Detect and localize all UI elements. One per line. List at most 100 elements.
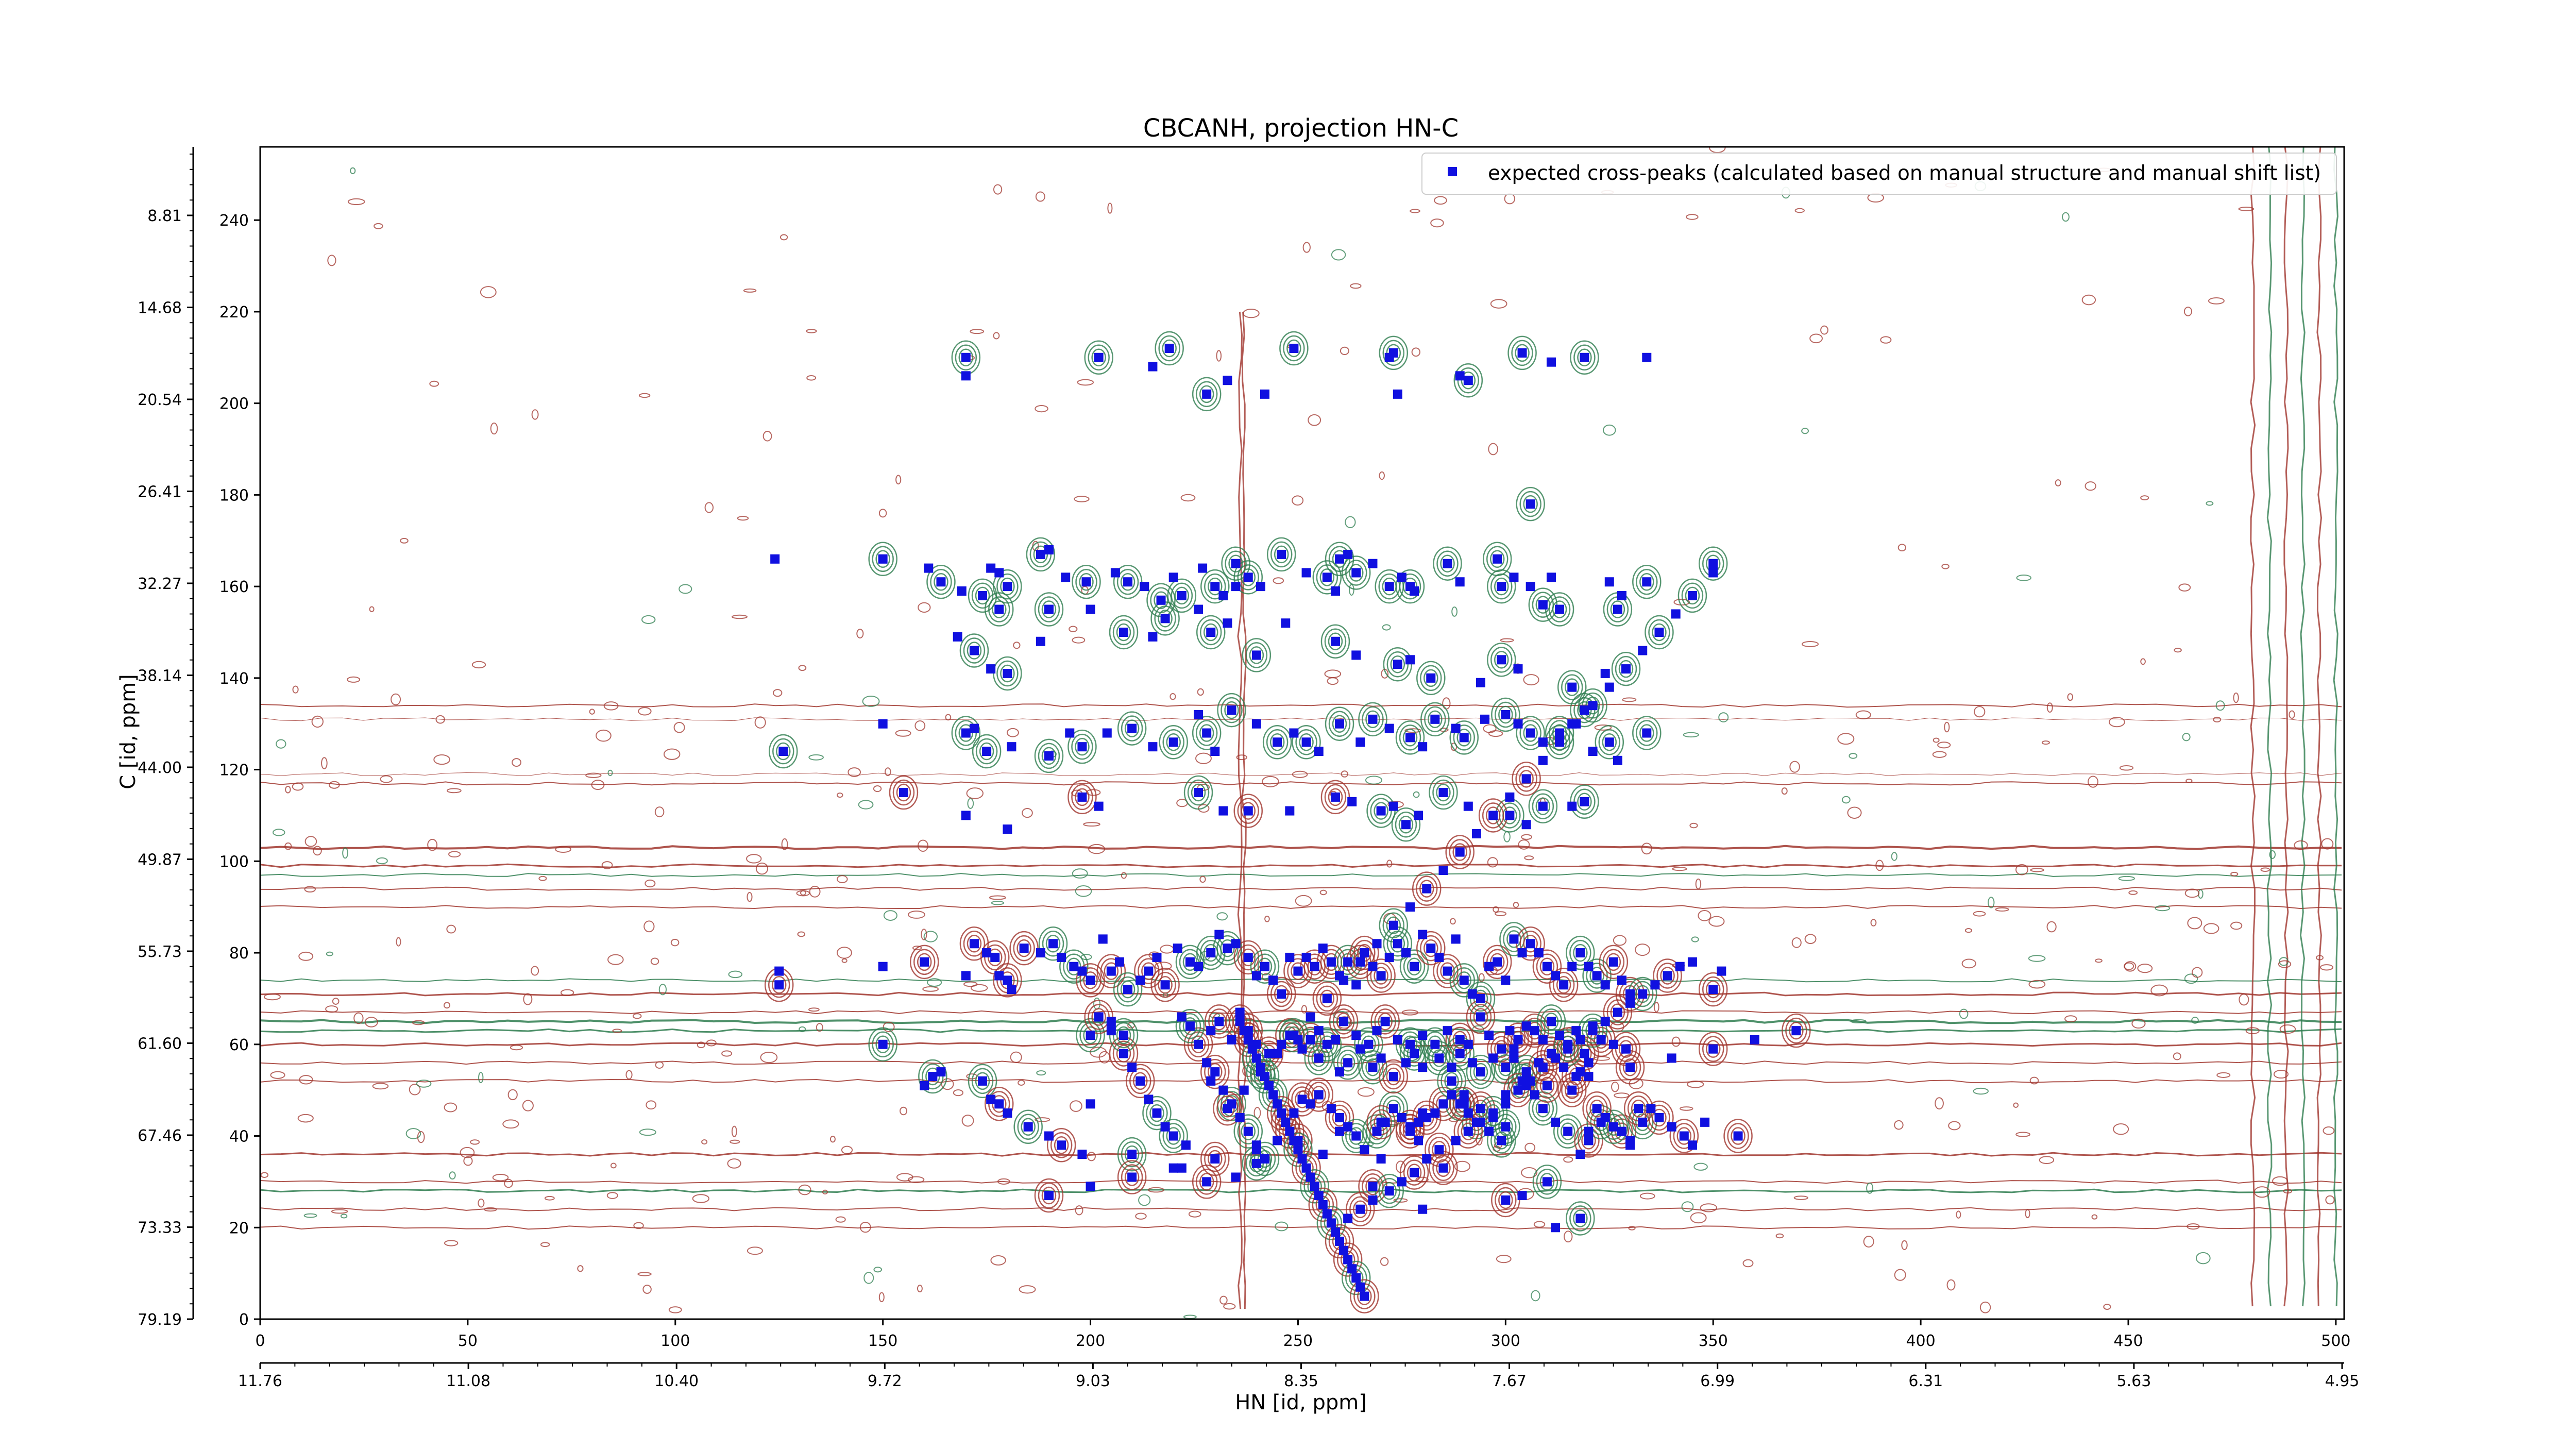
peak-contour [1539,1173,1555,1191]
cross-peak-marker [1687,1140,1697,1150]
contour-island [531,409,539,420]
cross-peak-marker [1256,1063,1265,1072]
cross-peak-marker [1463,376,1473,385]
cross-peak-marker [1592,971,1602,981]
peak-contour [1141,962,1156,980]
contour-island [1932,751,1947,758]
peak-contour [1242,638,1272,672]
peak-contour [868,1027,897,1062]
cross-peak-marker [1434,1053,1444,1063]
cross-peak-marker [1708,1044,1718,1054]
cross-peak-marker [1326,1104,1336,1114]
peak-contour [1602,949,1625,975]
y-ppm-tick-label: 73.33 [138,1219,182,1237]
contour-island [1488,443,1498,456]
cross-peak-marker [1476,1012,1485,1022]
cross-peak-marker [1604,737,1614,747]
contour-band [260,772,2342,777]
peak-contour [1490,647,1513,673]
cross-peak-marker [1214,1017,1224,1026]
cross-peak-marker [1102,728,1112,738]
contour-island [927,978,942,987]
peak-contour [968,578,997,613]
cross-peak-marker [1335,1126,1345,1136]
peak-contour [1237,1118,1259,1144]
cross-peak-marker [1210,582,1220,592]
contour-island [446,924,456,934]
contour-island [2185,779,2193,783]
contour-island [1197,688,1204,696]
cross-peak-marker [878,962,888,971]
contour-island [1401,1009,1418,1016]
peak-contour [1332,715,1347,733]
contour-island [1496,1255,1512,1263]
contour-island [376,857,388,865]
peak-contour [1079,967,1101,993]
peak-contour [1203,623,1218,642]
peak-contour [1619,1054,1641,1081]
peak-contour [1420,935,1442,962]
contour-island [2046,921,2057,933]
contour-island [347,676,361,683]
cross-peak-marker [1451,723,1461,733]
cross-peak-marker [1376,806,1386,816]
contour-island [1622,697,1637,702]
contour-island [2294,840,2308,850]
y-tick-label: 20 [229,1219,249,1237]
cross-peak-marker [1210,1067,1220,1077]
cross-peak-marker [1289,728,1299,738]
cross-peak-marker [1243,806,1253,816]
contour-island [2213,716,2222,722]
cross-peak-marker [1580,1049,1589,1058]
cross-peak-marker [1443,1026,1452,1036]
cross-peak-marker [1459,1099,1469,1109]
cross-peak-marker [1538,1063,1548,1072]
contour-island [704,502,714,513]
contour-island [2118,875,2135,881]
peak-contour [1412,871,1442,906]
peak-contour [1266,729,1289,755]
contour-island [1264,915,1270,922]
contour-island [1454,1160,1470,1172]
cross-peak-marker [1127,1063,1137,1072]
cross-peak-marker [1314,747,1324,756]
cross-peak-marker [1447,1076,1456,1086]
cross-peak-marker [1003,668,1012,678]
cross-peak-marker [1708,559,1718,568]
peak-contour [1342,1260,1371,1295]
contour-ridge [2283,147,2289,1307]
cross-peak-marker [1650,980,1660,990]
cross-peak-marker [1410,586,1419,596]
contour-island [303,1213,317,1218]
peak-contour [1365,710,1380,729]
contour-island [1973,911,1986,917]
peak-contour [1328,788,1343,806]
peak-contour [1041,747,1057,765]
contour-island [1357,1087,1375,1097]
cross-peak-marker [1206,948,1216,958]
contour-island [1653,1001,1659,1013]
contour-island [1035,191,1045,202]
cross-peak-marker [1094,801,1104,811]
peak-contour [917,953,932,971]
contour-island [449,1171,456,1180]
peak-contour [1241,1122,1256,1140]
cross-peak-marker [1422,1154,1432,1164]
peak-contour [1000,577,1015,596]
contour-island [1672,867,1687,871]
contour-island [1451,606,1458,617]
peak-contour [1182,1017,1198,1035]
contour-island [1891,852,1897,861]
contour-island [1324,669,1342,679]
peak-contour [1042,931,1064,957]
cross-peak-marker [1297,1094,1307,1104]
peak-contour [1241,568,1256,586]
cross-peak-marker [1202,389,1212,399]
y-ppm-tick-label: 49.87 [138,851,182,869]
cross-peak-marker [1634,1104,1643,1114]
cross-peak-marker [1484,1126,1494,1136]
y-tick-label: 40 [229,1128,249,1146]
peak-contour [892,779,915,806]
peak-contour [1124,719,1140,737]
cross-peak-marker [878,1039,888,1049]
